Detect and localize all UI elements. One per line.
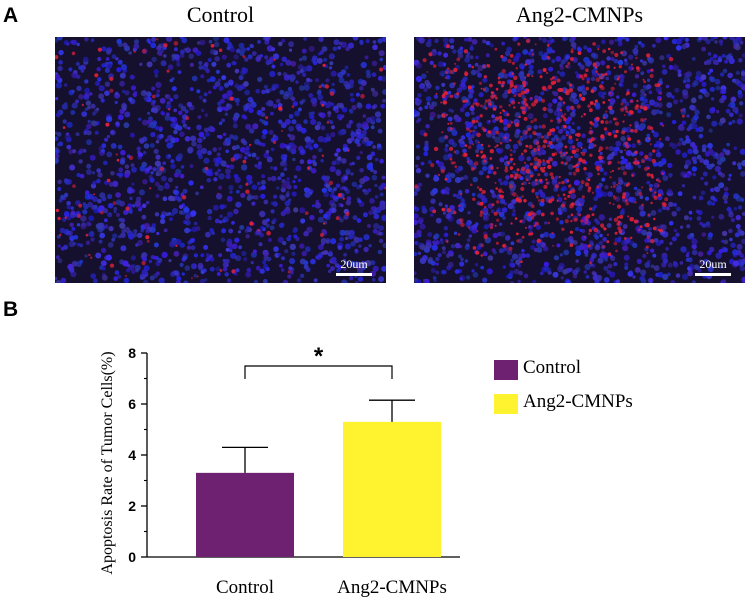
control-scale-label: 20um — [340, 257, 368, 271]
x-tick-label-0: Control — [216, 577, 274, 598]
control-image-title: Control — [186, 2, 255, 27]
y-axis-label: Apoptosis Rate of Tumor Cells(%) — [99, 351, 116, 574]
legend-swatch-control — [494, 360, 518, 380]
bar-ang2-cmnps — [343, 421, 441, 557]
ang2-microscopy-image: 20um — [414, 37, 745, 283]
bar-control — [196, 472, 294, 557]
panel-b-label: B — [3, 298, 19, 321]
y-tick-label-2: 2 — [128, 498, 136, 514]
panel-a-label: A — [3, 4, 19, 27]
control-scale-bar: 20um — [336, 257, 372, 276]
apoptosis-bar-chart: 0 2 4 6 8 Apoptosis Rate of Tumor Cells(%) Con… — [99, 343, 460, 598]
y-tick-label-4: 4 — [128, 447, 136, 463]
legend-swatch-ang2 — [494, 394, 518, 414]
ang2-image-title: Ang2-CMNPs — [515, 2, 644, 27]
micrograph-texture — [55, 37, 386, 283]
y-tick-label-0: 0 — [128, 549, 136, 565]
legend-label-ang2: Ang2-CMNPs — [523, 391, 633, 412]
significance-bracket — [244, 365, 393, 379]
ang2-scale-label: 20um — [699, 257, 727, 271]
x-tick-label-1: Ang2-CMNPs — [337, 577, 447, 598]
y-tick-label-6: 6 — [128, 396, 136, 412]
control-microscopy-image: 20um — [55, 37, 386, 283]
significance-star: * — [314, 343, 324, 370]
ang2-scale-bar: 20um — [695, 257, 731, 276]
y-tick-label-8: 8 — [128, 345, 136, 361]
micrograph-texture — [414, 37, 745, 283]
legend-label-control: Control — [523, 357, 582, 378]
